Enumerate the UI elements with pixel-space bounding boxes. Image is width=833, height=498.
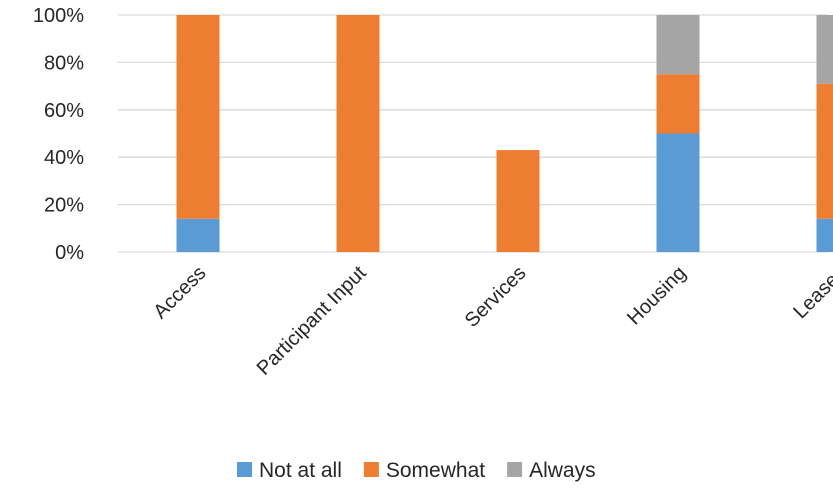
bar-segment (497, 150, 540, 252)
x-tick-label: Services (461, 262, 531, 332)
bars (177, 15, 833, 252)
legend-label: Somewhat (386, 459, 485, 482)
bar-segment (657, 134, 700, 253)
x-tick-label: Housing (623, 262, 690, 329)
y-axis-tick-labels: 0% 20% 40% 60% 80% 100% (33, 5, 84, 264)
legend-swatch (364, 462, 379, 477)
legend-swatch (507, 462, 522, 477)
x-tick-label: Participant Input (253, 262, 371, 380)
bar-segment (177, 15, 220, 219)
y-tick-label: 100% (33, 5, 84, 27)
x-tick-label: Leases (789, 262, 833, 323)
bar-segment (817, 84, 833, 219)
y-tick-label: 60% (44, 100, 84, 122)
bar-segment (657, 74, 700, 133)
bar-segment (657, 15, 700, 74)
y-tick-label: 0% (55, 242, 84, 264)
legend-label: Always (529, 459, 596, 482)
gridlines (118, 15, 828, 252)
y-tick-label: 40% (44, 147, 84, 169)
bar-segment (177, 219, 220, 252)
bar-segment (817, 15, 833, 84)
x-tick-label: Access (149, 262, 210, 323)
x-axis-tick-labels: Access Participant Input Services Housing Le… (149, 262, 833, 380)
y-tick-label: 20% (44, 195, 84, 217)
bar-segment (337, 15, 380, 252)
legend-swatch (237, 462, 252, 477)
y-tick-label: 80% (44, 52, 84, 74)
legend-label: Not at all (259, 459, 342, 482)
bar-segment (817, 219, 833, 252)
legend: Not at all Somewhat Always (237, 459, 596, 482)
